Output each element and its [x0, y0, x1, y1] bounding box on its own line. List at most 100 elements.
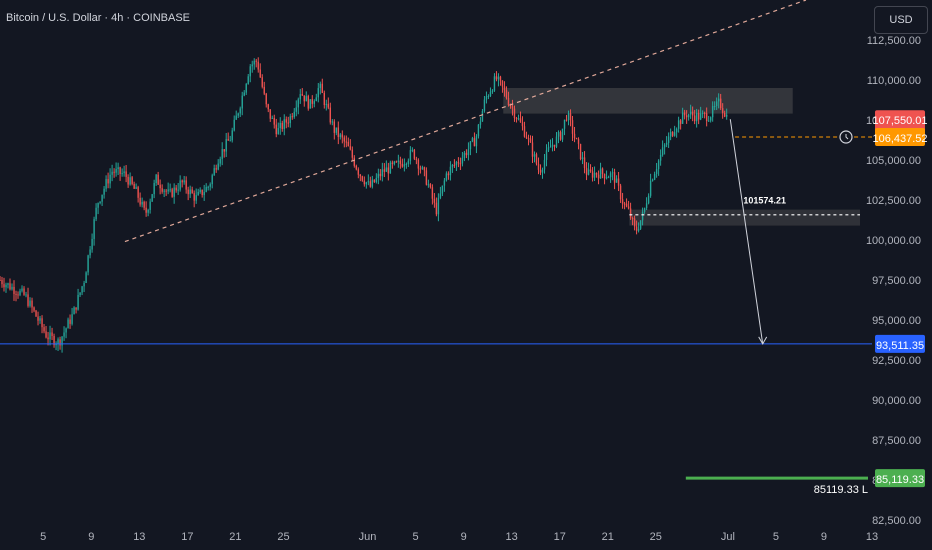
candle-body [525, 136, 528, 139]
candle-body [541, 169, 544, 173]
candle-body [601, 168, 604, 174]
candle-body [139, 197, 141, 205]
candle-body [99, 201, 101, 203]
candle-body [513, 108, 516, 119]
candle-body [677, 120, 680, 129]
candle-body [669, 131, 672, 137]
candle-body [89, 249, 91, 256]
candle-body [477, 124, 480, 137]
candle-body [165, 190, 167, 192]
candle-body [197, 191, 199, 196]
candle-body [441, 185, 444, 194]
candle-body [217, 163, 219, 170]
y-tick-label: 97,500.00 [872, 275, 921, 287]
candle-body [135, 187, 137, 189]
candle-body [405, 163, 408, 165]
candle-body [535, 154, 538, 164]
candle-body [633, 218, 636, 227]
candle-body [11, 286, 13, 290]
candle-body [63, 332, 65, 337]
candle-body [413, 149, 416, 159]
candle-body [237, 113, 239, 116]
candle-body [133, 183, 135, 189]
candle-body [341, 134, 344, 138]
candle-body [235, 115, 237, 120]
candle-body [497, 76, 500, 80]
candle-body [151, 194, 153, 202]
currency-button[interactable]: USD [874, 6, 928, 34]
candle-body [265, 93, 267, 105]
candle-body [555, 136, 558, 147]
candle-body [715, 101, 718, 107]
candle-body [475, 136, 478, 147]
candle-body [249, 66, 251, 77]
candle-body [95, 207, 97, 220]
candle-body [593, 172, 596, 178]
candle-body [449, 166, 452, 176]
candle-body [529, 138, 532, 143]
candle-body [345, 141, 348, 143]
candle-body [269, 109, 271, 119]
candle-body [255, 60, 257, 62]
candle-body [301, 94, 303, 96]
candle-body [457, 162, 460, 164]
candle-body [435, 202, 438, 215]
candle-body [399, 160, 402, 164]
price-axis[interactable]: 112,500.00110,000.00107,500.00105,000.00… [866, 35, 921, 527]
candle-body [171, 189, 173, 197]
candle-body [485, 96, 488, 100]
candle-body [5, 284, 7, 288]
projection-arrowhead [758, 336, 768, 345]
candle-body [273, 117, 275, 125]
candle-body [553, 144, 556, 147]
entry-price-tag [875, 127, 925, 146]
target-price-tag-text: 85,119.33 [876, 474, 924, 486]
candle-body [587, 169, 590, 175]
candle-body [537, 163, 540, 170]
candle-body [473, 138, 476, 147]
candle-body [75, 307, 77, 310]
candle-body [591, 171, 594, 178]
candle-body [177, 189, 179, 191]
candle-body [131, 177, 133, 184]
candle-body [187, 189, 189, 195]
candle-body [429, 184, 432, 188]
candle-body [317, 88, 319, 98]
candle-body [523, 126, 526, 137]
candle-body [353, 157, 356, 166]
candle-body [409, 150, 412, 161]
candle-body [209, 184, 211, 187]
candle-body [319, 83, 321, 89]
candle-body [27, 294, 29, 306]
candle-body [215, 168, 217, 170]
candle-body [667, 136, 670, 143]
candle-body [321, 83, 323, 93]
candle-body [397, 160, 400, 162]
candle-body [225, 139, 227, 152]
candle-body [73, 307, 75, 315]
candle-body [643, 208, 646, 212]
candle-body [519, 118, 522, 123]
candle-body [723, 112, 726, 117]
candle-body [233, 119, 235, 131]
candle-body [59, 339, 61, 346]
candle-body [701, 112, 704, 114]
candle-body [467, 149, 470, 156]
candle-body [313, 101, 315, 104]
support-price-tag-text: 93,511.35 [876, 340, 924, 352]
candle-body [547, 147, 550, 151]
candle-body [559, 132, 562, 140]
candle-body [281, 122, 283, 130]
candle-body [697, 112, 700, 120]
x-tick-label: 25 [277, 531, 289, 543]
candle-body [183, 180, 185, 183]
candle-body [423, 167, 426, 171]
target-note-label: 85119.33 L [814, 484, 868, 496]
time-axis[interactable]: 5 9 13 17 21 25 Jun 5 9 13 17 21 25 Jul 5 9 13 [40, 531, 878, 543]
y-tick-label: 105,000.00 [866, 155, 921, 167]
candle-body [105, 179, 107, 189]
candle-body [639, 220, 642, 229]
x-tick-label: 9 [461, 531, 467, 543]
candle-body [213, 168, 215, 176]
